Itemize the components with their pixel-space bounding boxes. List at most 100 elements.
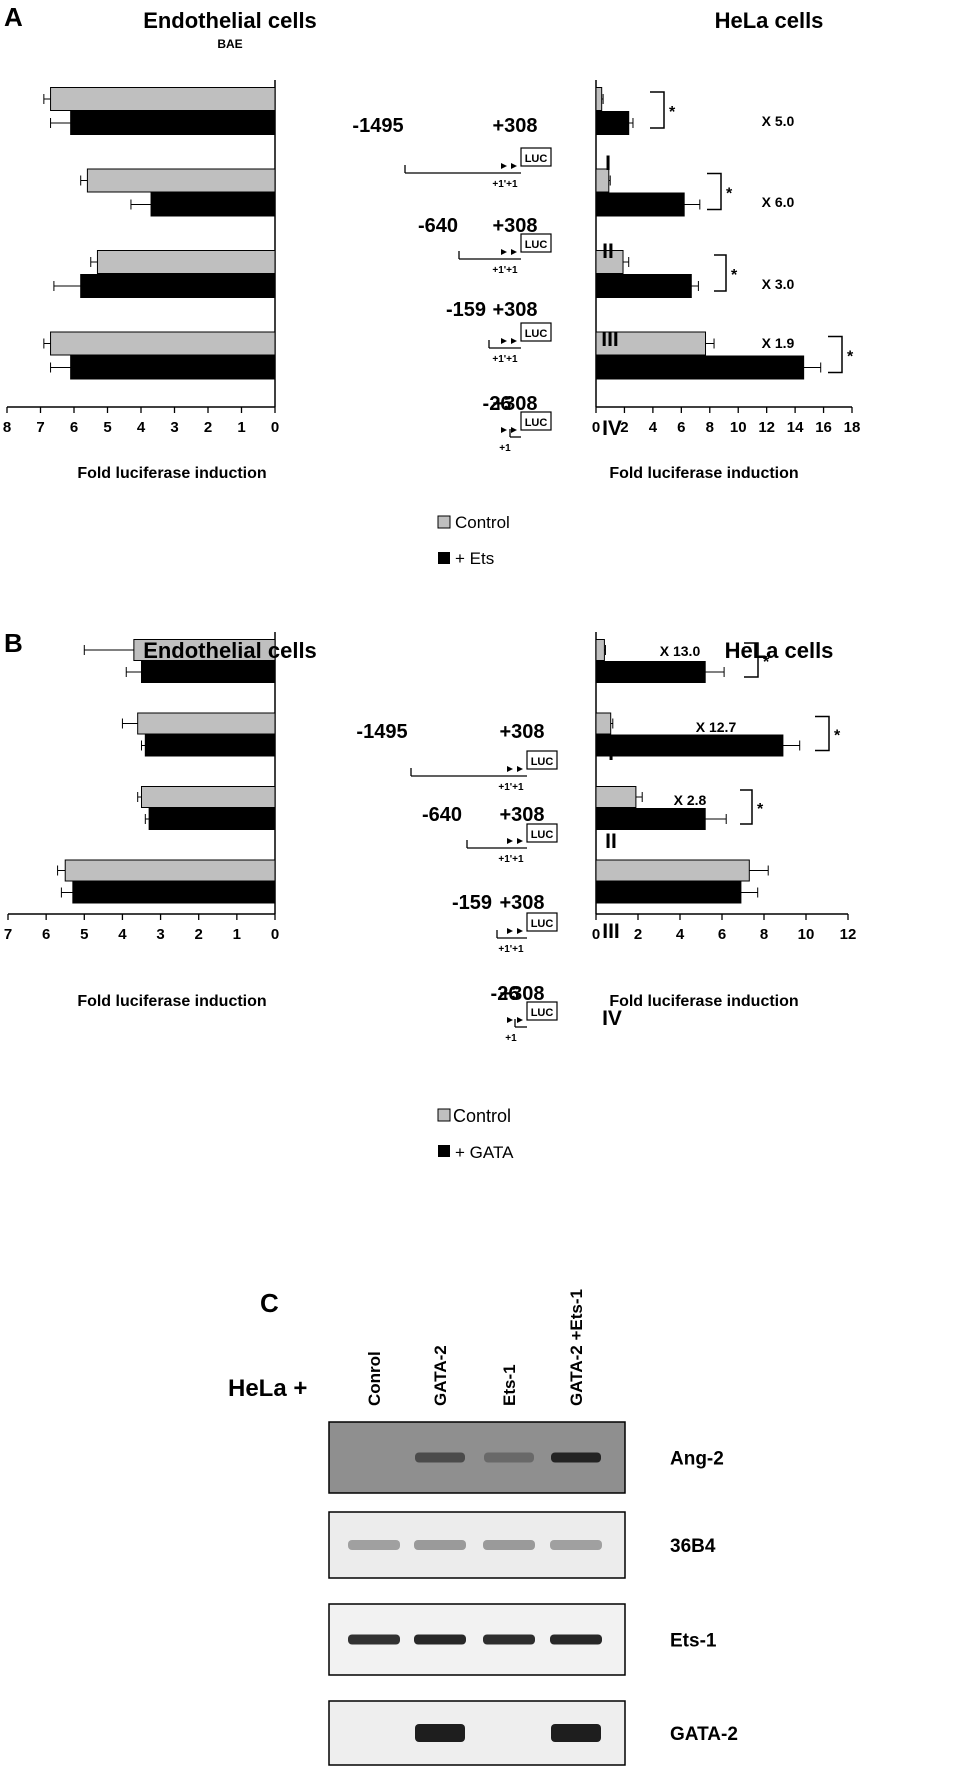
chart-a-right-fold-annotation: X 6.0: [762, 194, 795, 210]
tss-arrow-icon: [501, 163, 517, 169]
chart-b-left-tick-label: 0: [271, 926, 279, 943]
chart-a-left-tick-label: 5: [103, 419, 111, 436]
luc-box: [520, 322, 552, 342]
chart-a-right-significance-star: *: [669, 104, 676, 121]
chart-b-right-significance-bracket: [740, 789, 753, 825]
chart-a-right-tick-label: 6: [677, 419, 685, 436]
legend-b-treated-label: + GATA: [455, 1143, 514, 1162]
chart-a-left-bar-control: [96, 250, 276, 274]
luc-label: LUC: [531, 1007, 554, 1019]
chart-a-right-tick-label: 4: [649, 419, 658, 436]
chart-a-right-tick-label: 8: [706, 419, 714, 436]
construct-roman-label: II: [605, 830, 617, 853]
lane-label: Conrol: [365, 1351, 384, 1406]
chart-a-left-bar-treated: [70, 111, 276, 135]
panel-a-right-title: HeLa cells: [715, 8, 824, 33]
construct-tss-label: +1'+1: [492, 354, 518, 365]
tss-arrow-icon: [507, 1017, 523, 1023]
construct-tss-label: +1: [499, 443, 511, 454]
chart-b-right-fold-annotation: X 13.0: [660, 643, 701, 659]
chart-a-left-bar-treated: [80, 274, 276, 298]
construct-end-label: +308: [499, 892, 544, 914]
chart-a-right-bar-treated: [595, 355, 805, 380]
construct-end-label: +308: [499, 983, 544, 1005]
chart-b-right-tick-label: 10: [798, 926, 815, 943]
luc-label: LUC: [531, 829, 554, 841]
chart-b-left-bar-treated: [148, 808, 276, 830]
gel-band: [348, 1634, 400, 1645]
construct-tss-label: +1'+1: [498, 854, 524, 865]
construct-end-label: +308: [499, 721, 544, 743]
panel-b-right-title: HeLa cells: [725, 638, 834, 663]
tss-arrow-icon: [507, 766, 523, 772]
chart-a-right-significance-bracket: [714, 254, 727, 292]
chart-a-left-xlabel: Fold luciferase induction: [77, 465, 266, 482]
chart-b-right-significance-star: *: [834, 728, 841, 745]
luc-box: [526, 1001, 558, 1021]
construct-roman-label: II: [602, 240, 614, 263]
panel-b-letter: B: [4, 628, 23, 658]
chart-b-right-bar-control: [595, 639, 605, 661]
construct-roman-label: III: [602, 920, 620, 943]
chart-a-right-tick-label: 18: [844, 419, 861, 436]
chart-a-left-tick-label: 8: [3, 419, 11, 436]
chart-b-left-bar-control: [64, 859, 276, 882]
luc-box: [526, 912, 558, 932]
chart-a-right-tick-label: 16: [815, 419, 832, 436]
chart-b-right-bar-control: [595, 786, 637, 808]
chart-a-right-tick-label: 14: [787, 419, 804, 436]
gel-band: [551, 1452, 601, 1463]
chart-a-right-tick-label: 2: [620, 419, 628, 436]
lane-label: GATA-2 +Ets-1: [567, 1289, 586, 1406]
chart-b-right-significance-bracket: [815, 715, 830, 752]
construct-end-label: +308: [492, 299, 537, 321]
legend-a-control-label: Control: [455, 513, 510, 532]
chart-b-right-fold-annotation: X 12.7: [696, 719, 737, 735]
gel-band: [415, 1724, 465, 1742]
chart-a-left-tick-label: 7: [36, 419, 44, 436]
tss-arrow-icon: [501, 427, 517, 433]
gel-band: [483, 1634, 535, 1645]
chart-b-right-tick-label: 8: [760, 926, 768, 943]
chart-a-left-tick-label: 3: [170, 419, 178, 436]
blot-label: 36B4: [670, 1536, 716, 1557]
chart-b-left-bar-control: [137, 712, 276, 735]
construct-start-label: -1495: [356, 721, 407, 743]
chart-b-right-tick-label: 12: [840, 926, 857, 943]
luc-label: LUC: [531, 756, 554, 768]
gel-band: [415, 1452, 465, 1463]
construct-end-label: +308: [492, 393, 537, 415]
panel-a-letter: A: [4, 2, 23, 32]
chart-b-left-tick-label: 4: [118, 926, 127, 943]
panel-b-left-subtitle: BAE: [217, 667, 242, 681]
luc-label: LUC: [525, 328, 548, 340]
tss-arrow-icon: [501, 249, 517, 255]
legend-b-control-label: Control: [453, 1106, 511, 1126]
construct-end-label: +308: [492, 215, 537, 237]
chart-a-right-bar-treated: [595, 111, 630, 135]
chart-b-right-bar-treated: [595, 808, 706, 830]
gel-band: [484, 1452, 534, 1463]
chart-a-right-significance-star: *: [847, 349, 854, 366]
construct-tss-label: +1'+1: [492, 179, 518, 190]
chart-a-right-significance-bracket: [707, 172, 722, 211]
construct-tss-label: +1'+1: [492, 265, 518, 276]
luc-label: LUC: [525, 153, 548, 165]
legend-b-treated-swatch: [438, 1145, 450, 1157]
construct-tss-label: +1'+1: [498, 782, 524, 793]
chart-a-right-tick-label: 0: [592, 419, 600, 436]
construct-roman-label: IV: [602, 1007, 622, 1030]
chart-b-right-significance-bracket: [744, 642, 759, 678]
chart-b-right-xlabel: Fold luciferase induction: [609, 993, 798, 1010]
chart-a-right-fold-annotation: X 3.0: [762, 276, 795, 292]
chart-a-right-fold-annotation: X 5.0: [762, 113, 795, 129]
construct-end-label: +308: [499, 804, 544, 826]
chart-b-left-tick-label: 3: [156, 926, 164, 943]
luc-box: [526, 823, 558, 843]
chart-a-left-bar-treated: [70, 355, 276, 380]
chart-b-right-bar-treated: [595, 661, 706, 683]
luc-box: [526, 750, 558, 770]
chart-b-left-bar-control: [141, 786, 276, 808]
construct-roman-label: I: [605, 152, 611, 175]
